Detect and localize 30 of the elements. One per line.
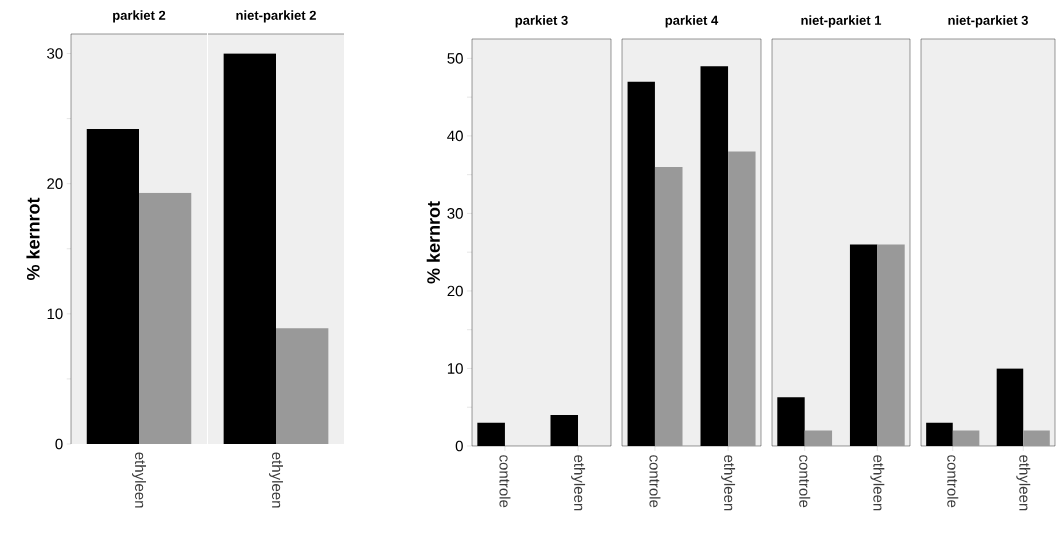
y-tick-label: 20 (447, 285, 463, 297)
y-axis-title: % kernrot (426, 201, 440, 284)
y-tick-label: 30 (47, 48, 63, 59)
chart-title: niet-parkiet 2 (236, 10, 316, 23)
y-tick-label: 0 (455, 440, 463, 452)
x-tick-label: ethyleen (1016, 455, 1031, 511)
y-tick-label: 20 (47, 178, 63, 189)
x-tick-label: controle (499, 455, 511, 508)
x-tick-label: ethyleen (721, 455, 736, 511)
x-tick-label: ethyleen (269, 452, 283, 508)
x-tick-label: ethyleen (571, 455, 586, 511)
bar (654, 166, 683, 446)
x-tick-label: ethyleen (870, 455, 885, 511)
chart-title: niet-parkiet 3 (948, 15, 1028, 28)
bar (728, 151, 756, 446)
y-tick-label: 10 (447, 363, 463, 374)
x-tick-label: ethyleen (132, 452, 146, 508)
x-tick-label: controle (947, 455, 959, 508)
y-tick-label: 10 (47, 308, 63, 320)
chart-title: niet-parkiet 1 (801, 15, 882, 28)
chart-title: parkiet 4 (665, 15, 719, 28)
chart-title: parkiet 3 (515, 15, 568, 28)
x-tick-label: controle (799, 455, 811, 508)
chart-title: parkiet 2 (113, 10, 166, 23)
y-tick-label: 0 (55, 438, 63, 450)
y-tick-label: 50 (447, 53, 463, 64)
y-tick-label: 40 (447, 130, 463, 142)
y-axis-title: % kernrot (26, 197, 40, 281)
y-tick-label: 30 (447, 208, 463, 219)
x-tick-label: controle (649, 455, 661, 508)
